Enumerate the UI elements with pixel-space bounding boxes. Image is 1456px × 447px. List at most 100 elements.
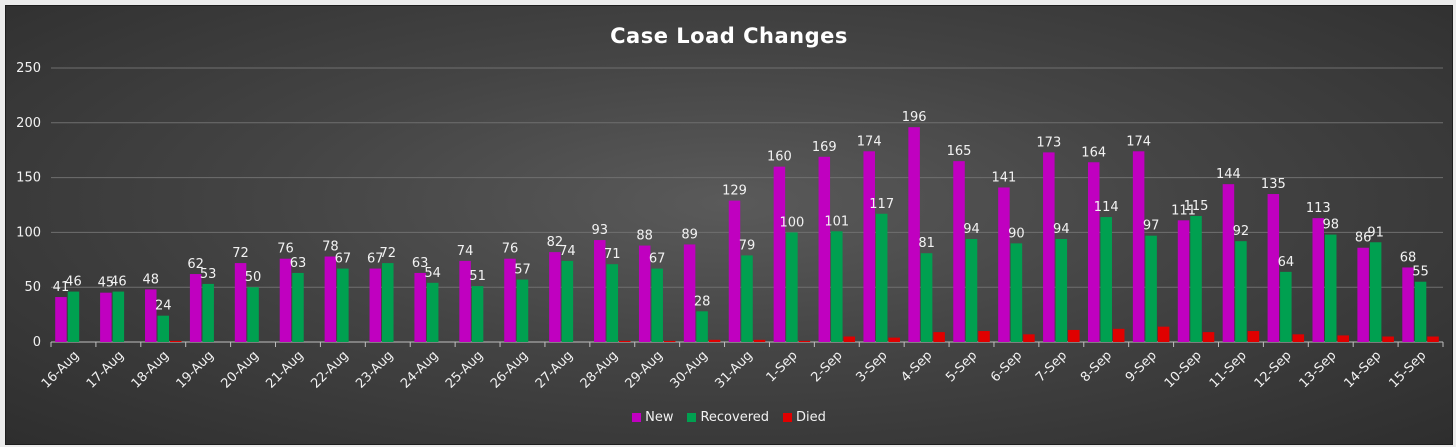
x-tick-label: 10-Sep bbox=[1162, 348, 1205, 391]
x-tick-label: 27-Aug bbox=[533, 348, 576, 391]
x-tick-label: 13-Sep bbox=[1297, 348, 1340, 391]
bar-new bbox=[773, 166, 786, 342]
bar-recovered bbox=[1414, 281, 1427, 342]
data-label-recovered: 71 bbox=[604, 247, 621, 262]
x-tick-label: 14-Sep bbox=[1342, 348, 1385, 391]
x-tick-label: 26-Aug bbox=[488, 348, 531, 391]
bar-died bbox=[1023, 334, 1035, 342]
legend-label-recovered: Recovered bbox=[700, 410, 770, 425]
bar-new bbox=[908, 127, 920, 343]
data-label-new: 144 bbox=[1216, 167, 1241, 182]
data-label-recovered: 92 bbox=[1233, 224, 1250, 239]
bar-recovered bbox=[786, 232, 798, 342]
data-label-recovered: 46 bbox=[65, 275, 82, 290]
bar-new bbox=[1267, 194, 1280, 342]
bar-new bbox=[998, 187, 1010, 342]
bar-new bbox=[549, 252, 561, 342]
x-tick-label: 28-Aug bbox=[578, 348, 621, 391]
bar-new bbox=[414, 272, 426, 342]
bar-recovered bbox=[1055, 238, 1068, 342]
data-label-recovered: 67 bbox=[335, 252, 352, 267]
bar-new bbox=[1177, 220, 1190, 342]
bar-died bbox=[753, 339, 766, 342]
x-tick-label: 29-Aug bbox=[623, 348, 666, 391]
data-label-recovered: 81 bbox=[918, 236, 935, 251]
bar-new bbox=[818, 156, 831, 342]
bar-recovered bbox=[831, 231, 843, 342]
data-label-recovered: 114 bbox=[1094, 200, 1119, 215]
x-tick-label: 4-Sep bbox=[898, 348, 935, 385]
y-tick-label: 50 bbox=[24, 280, 41, 295]
data-label-new: 76 bbox=[277, 242, 294, 257]
data-label-recovered: 72 bbox=[380, 246, 397, 261]
data-label-new: 72 bbox=[232, 246, 249, 261]
bar-new bbox=[504, 258, 516, 342]
bar-recovered bbox=[1190, 215, 1202, 342]
data-label-new: 174 bbox=[857, 134, 882, 149]
bar-new bbox=[189, 274, 202, 342]
bar-recovered bbox=[426, 282, 439, 342]
bar-new bbox=[1043, 152, 1055, 342]
bar-recovered bbox=[875, 213, 888, 342]
x-tick-label: 1-Sep bbox=[764, 348, 801, 385]
data-label-new: 111 bbox=[1171, 203, 1196, 218]
bar-recovered bbox=[247, 287, 259, 342]
data-label-recovered: 24 bbox=[155, 299, 172, 314]
x-tick-label: 31-Aug bbox=[712, 348, 755, 391]
data-label-recovered: 63 bbox=[290, 256, 307, 271]
bar-recovered bbox=[382, 263, 394, 342]
bar-died bbox=[843, 336, 856, 342]
data-label-recovered: 50 bbox=[245, 270, 262, 285]
data-label-new: 48 bbox=[142, 272, 159, 287]
x-tick-label: 2-Sep bbox=[809, 348, 846, 385]
chart-title: Case Load Changes bbox=[610, 24, 848, 48]
data-label-new: 82 bbox=[547, 235, 564, 250]
bar-recovered bbox=[741, 255, 753, 342]
bar-recovered bbox=[1100, 217, 1112, 342]
data-label-new: 196 bbox=[902, 110, 927, 125]
y-tick-label: 100 bbox=[16, 225, 41, 240]
x-tick-label: 9-Sep bbox=[1123, 348, 1160, 385]
legend-item-new: New bbox=[632, 410, 673, 425]
data-label-new: 74 bbox=[457, 244, 474, 259]
x-tick-label: 16-Aug bbox=[39, 348, 82, 391]
legend-swatch-died bbox=[783, 413, 793, 422]
bar-died bbox=[978, 331, 990, 342]
x-tick-label: 30-Aug bbox=[668, 348, 711, 391]
bar-new bbox=[324, 256, 337, 342]
bar-died bbox=[888, 337, 900, 342]
data-label-new: 41 bbox=[53, 280, 70, 295]
data-label-new: 160 bbox=[767, 150, 792, 165]
bar-recovered bbox=[337, 268, 349, 342]
data-label-recovered: 98 bbox=[1322, 218, 1339, 233]
bar-new bbox=[1402, 267, 1414, 342]
data-label-recovered: 74 bbox=[559, 244, 576, 259]
data-label-new: 165 bbox=[947, 144, 972, 159]
bar-recovered bbox=[1324, 234, 1337, 342]
data-label-recovered: 57 bbox=[514, 263, 531, 278]
bar-recovered bbox=[67, 291, 80, 342]
bar-recovered bbox=[516, 279, 529, 342]
data-label-recovered: 94 bbox=[963, 222, 980, 237]
bar-new bbox=[594, 240, 606, 342]
chart-area[interactable]: Case Load Changes 0 50 100 150 200 250 16-Aug 1… bbox=[5, 5, 1453, 445]
bar-died bbox=[1382, 336, 1394, 342]
x-tick-label: 12-Sep bbox=[1252, 348, 1295, 391]
bar-recovered bbox=[292, 272, 304, 342]
data-label-new: 62 bbox=[187, 257, 204, 272]
bar-new bbox=[683, 244, 696, 342]
data-label-new: 129 bbox=[722, 184, 747, 199]
bar-died bbox=[708, 339, 721, 342]
data-label-new: 63 bbox=[412, 256, 429, 271]
bar-new bbox=[863, 151, 875, 342]
bar-recovered bbox=[1235, 241, 1247, 342]
data-label-new: 68 bbox=[1400, 250, 1417, 265]
bar-recovered bbox=[1145, 235, 1157, 342]
data-label-new: 67 bbox=[367, 252, 384, 267]
x-tick-label: 15-Sep bbox=[1386, 348, 1429, 391]
bar-new bbox=[145, 289, 157, 342]
x-tick-label: 21-Aug bbox=[263, 348, 306, 391]
data-label-recovered: 51 bbox=[469, 269, 486, 284]
